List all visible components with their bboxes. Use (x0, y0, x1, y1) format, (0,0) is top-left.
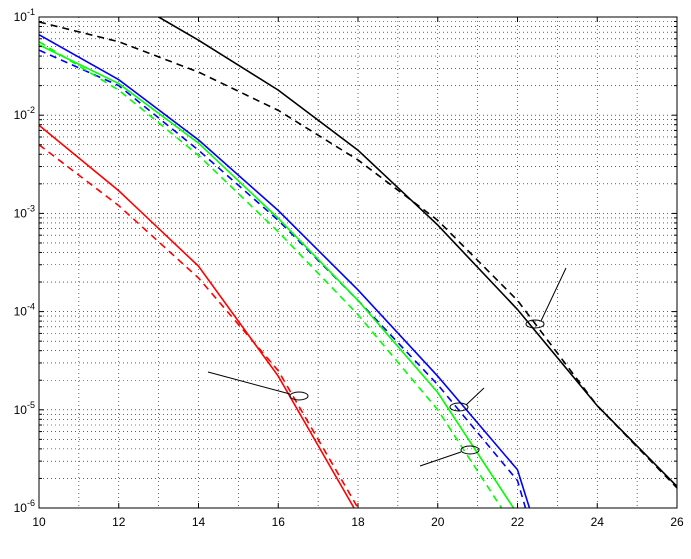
x-tick-label: 24 (591, 515, 605, 529)
annotation-line (207, 371, 291, 395)
y-tick-label: 10-2 (14, 105, 35, 122)
x-tick-label: 16 (272, 515, 286, 529)
plot-area (39, 17, 677, 508)
annotation-ellipse (289, 391, 309, 401)
annotation-ellipse (525, 319, 545, 329)
annotations (207, 267, 567, 467)
series-line (39, 44, 515, 508)
x-tick-label: 12 (112, 515, 126, 529)
y-tick-label: 10-3 (14, 203, 35, 220)
series-line (39, 124, 355, 508)
series-line (158, 17, 677, 487)
annotation-line (419, 451, 462, 467)
annotation-ellipse (449, 402, 469, 412)
series-line (39, 144, 359, 508)
y-tick-label: 10-6 (14, 498, 35, 515)
series-line (39, 21, 677, 489)
x-tick-label: 18 (351, 515, 365, 529)
series-line (39, 41, 503, 508)
x-tick-label: 14 (192, 515, 206, 529)
y-tick-label: 10-4 (14, 302, 35, 319)
annotation-line (465, 387, 485, 406)
ticks: 10 12 14 16 18 20 22 24 26 10-6 10-5 10-4 10-3 10-2 10… (14, 7, 684, 529)
annotation-line (540, 267, 567, 322)
y-tick-label: 10-1 (14, 7, 35, 24)
annotation-ellipse (460, 445, 480, 455)
lines (39, 17, 677, 508)
x-tick-label: 20 (431, 515, 445, 529)
y-tick-label: 10-5 (14, 400, 35, 417)
x-tick-label: 22 (511, 515, 525, 529)
series-line (39, 34, 531, 508)
x-tick-label: 26 (670, 515, 684, 529)
x-tick-label: 10 (32, 515, 46, 529)
